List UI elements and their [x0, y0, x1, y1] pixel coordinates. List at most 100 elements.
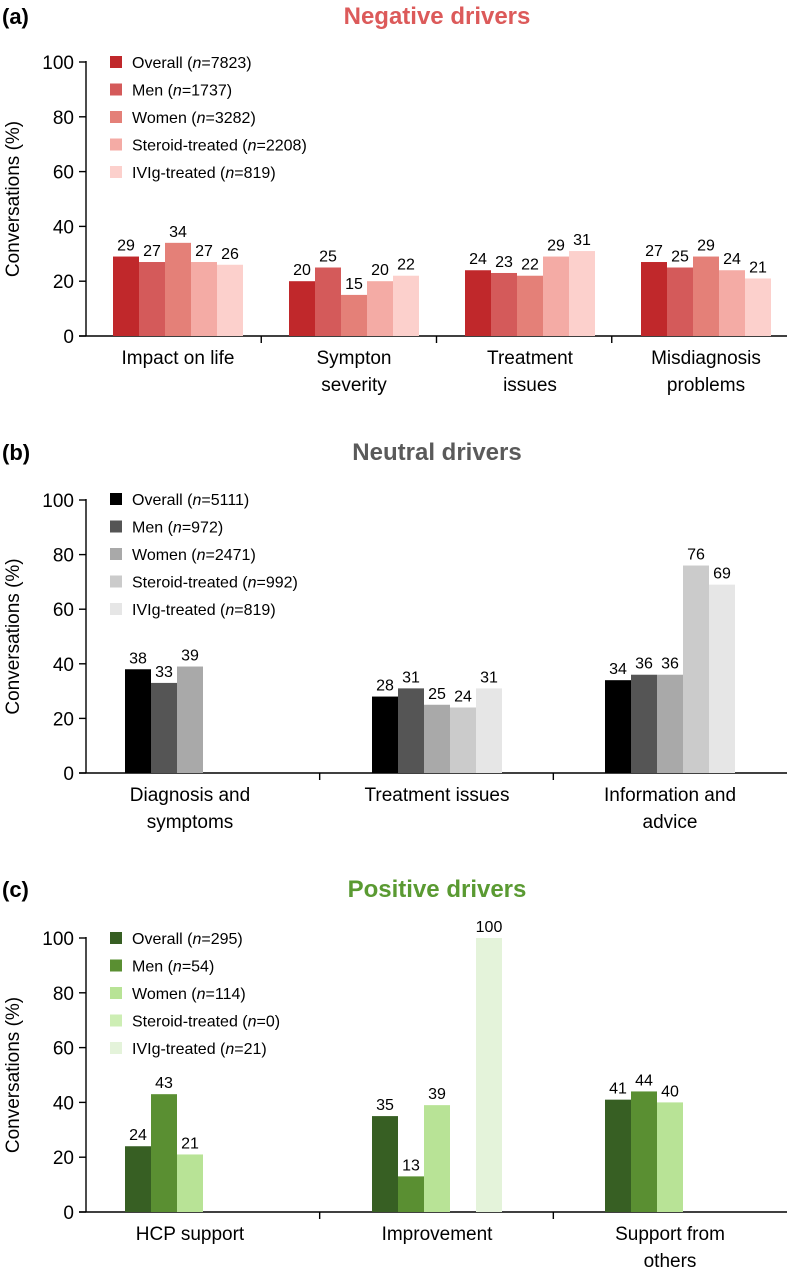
data-label: 20: [293, 262, 311, 279]
bar: [476, 938, 502, 1212]
bar: [683, 565, 709, 773]
data-label: 27: [645, 243, 663, 260]
data-label: 28: [376, 678, 394, 695]
bar: [543, 256, 569, 336]
data-label: 34: [169, 224, 187, 241]
category-label: Sympton: [317, 348, 392, 369]
legend-swatch: [110, 56, 122, 68]
bar: [139, 262, 165, 336]
y-tick-label: 20: [53, 1148, 74, 1169]
data-label: 25: [319, 249, 337, 266]
bar: [631, 1091, 657, 1212]
bar: [719, 270, 745, 336]
bar: [667, 267, 693, 336]
bar: [177, 666, 203, 773]
data-label: 22: [397, 257, 415, 274]
category-label: Support from: [615, 1224, 725, 1245]
legend-swatch: [110, 932, 122, 944]
y-tick-label: 80: [53, 984, 74, 1005]
data-label: 31: [402, 669, 420, 686]
y-tick-label: 40: [53, 1093, 74, 1114]
bar: [393, 275, 419, 336]
data-label: 25: [671, 249, 689, 266]
bar: [372, 696, 398, 773]
y-tick-label: 60: [53, 163, 74, 184]
data-label: 100: [476, 919, 503, 936]
bar: [657, 674, 683, 773]
data-label: 35: [376, 1097, 394, 1114]
data-label: 44: [635, 1072, 653, 1089]
data-label: 25: [428, 686, 446, 703]
data-label: 39: [428, 1086, 446, 1103]
data-label: 23: [495, 254, 513, 271]
y-axis-label: Conversations (%): [3, 997, 24, 1153]
legend-entry: Steroid-treated (n=992): [132, 575, 298, 592]
data-label: 43: [155, 1075, 173, 1092]
bar: [605, 680, 631, 773]
bar: [125, 669, 151, 773]
bar: [151, 1094, 177, 1212]
bar: [693, 256, 719, 336]
data-label: 31: [573, 232, 591, 249]
y-tick-label: 40: [53, 217, 74, 238]
bar: [491, 272, 517, 336]
legend-swatch: [110, 138, 122, 151]
category-label: Diagnosis and: [130, 785, 250, 806]
legend-entry: Overall (n=7823): [132, 55, 252, 72]
data-label: 21: [181, 1135, 199, 1152]
bar: [657, 1102, 683, 1212]
category-label: HCP support: [136, 1224, 245, 1245]
y-tick-label: 0: [63, 1203, 74, 1224]
data-label: 39: [181, 648, 199, 665]
legend-swatch: [110, 603, 122, 615]
legend-swatch: [110, 987, 122, 999]
category-label: symptoms: [147, 812, 234, 833]
legend-entry: Women (n=2471): [132, 547, 256, 564]
data-label: 29: [697, 238, 715, 255]
y-tick-label: 40: [53, 655, 74, 676]
legend-entry: IVIg-treated (n=819): [132, 165, 276, 182]
panel-label: (b): [2, 440, 30, 465]
category-label: Treatment issues: [364, 785, 509, 806]
data-label: 27: [143, 243, 161, 260]
bar: [465, 270, 491, 336]
data-label: 15: [345, 276, 363, 293]
data-label: 33: [155, 664, 173, 681]
chart-panel-1: (a) Negative drivers Conversations (%) 0 20 4…: [2, 3, 787, 396]
category-label: advice: [643, 812, 698, 833]
data-label: 76: [687, 547, 705, 564]
legend-entry: Women (n=3282): [132, 110, 256, 127]
data-label: 36: [635, 656, 653, 673]
bar: [517, 275, 543, 336]
legend-entry: Overall (n=295): [132, 931, 243, 948]
data-label: 29: [547, 238, 565, 255]
bar: [569, 251, 595, 336]
legend-entry: Steroid-treated (n=2208): [132, 138, 307, 155]
category-label: issues: [503, 375, 557, 396]
data-label: 22: [521, 257, 539, 274]
bar: [424, 1105, 450, 1212]
legend-swatch: [110, 83, 122, 96]
y-tick-label: 80: [53, 546, 74, 567]
legend-entry: IVIg-treated (n=819): [132, 602, 276, 619]
y-tick-label: 80: [53, 108, 74, 129]
bar: [177, 1154, 203, 1212]
data-label: 31: [480, 669, 498, 686]
legend-swatch: [110, 575, 122, 588]
legend-swatch: [110, 959, 122, 972]
bar: [476, 688, 502, 773]
bar: [372, 1116, 398, 1212]
legend-entry: Women (n=114): [132, 986, 246, 1003]
category-label: Misdiagnosis: [651, 348, 761, 369]
data-label: 69: [713, 566, 731, 583]
bar: [191, 262, 217, 336]
bar: [165, 242, 191, 336]
legend-entry: Overall (n=5111): [132, 492, 249, 509]
bar: [424, 704, 450, 773]
y-tick-label: 100: [42, 929, 74, 950]
data-label: 24: [129, 1127, 147, 1144]
bar: [641, 262, 667, 336]
bar: [450, 707, 476, 773]
bar: [113, 256, 139, 336]
